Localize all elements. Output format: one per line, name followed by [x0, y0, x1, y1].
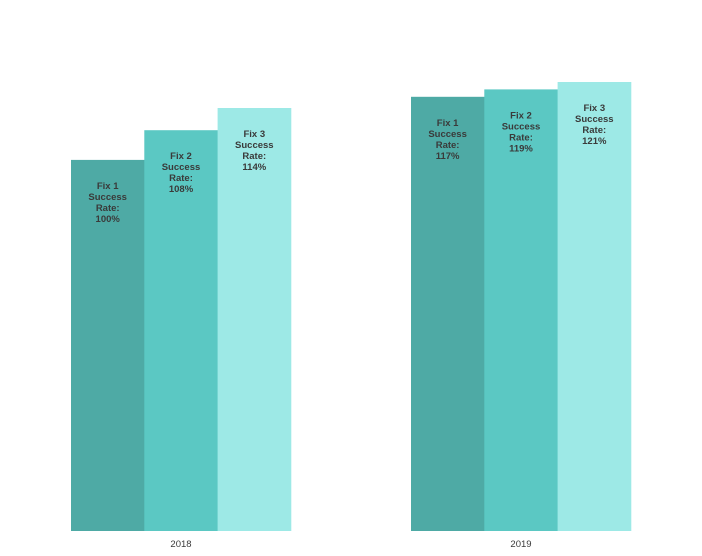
- data-label-fix-1-2019: Fix 1 Success Rate: 117%: [428, 118, 467, 162]
- bars-group: [71, 82, 632, 532]
- data-label-fix-2-2019: Fix 2 Success Rate: 119%: [502, 110, 541, 154]
- data-label-fix-3-2019: Fix 3 Success Rate: 121%: [575, 103, 614, 147]
- bar-fix-1-2018: [71, 159, 145, 531]
- data-label-fix-2-2018: Fix 2 Success Rate: 108%: [162, 151, 201, 195]
- bar-fix-3-2018: [217, 108, 292, 531]
- bar-fix-1-2019: [411, 96, 485, 532]
- bar-fix-3-2019: [557, 82, 632, 531]
- bar-fix-2-2019: [484, 89, 558, 532]
- data-labels-group: Fix 1 Success Rate: 100% Fix 2 Success Rate: 10…: [88, 103, 613, 225]
- data-label-fix-3-2018: Fix 3 Success Rate: 114%: [235, 129, 274, 173]
- category-labels-group: 2018 2019: [170, 539, 531, 550]
- bar-fix-2-2018: [144, 130, 218, 531]
- category-label-2019: 2019: [510, 539, 531, 550]
- data-label-fix-1-2018: Fix 1 Success Rate: 100%: [88, 181, 127, 225]
- category-label-2018: 2018: [170, 539, 191, 550]
